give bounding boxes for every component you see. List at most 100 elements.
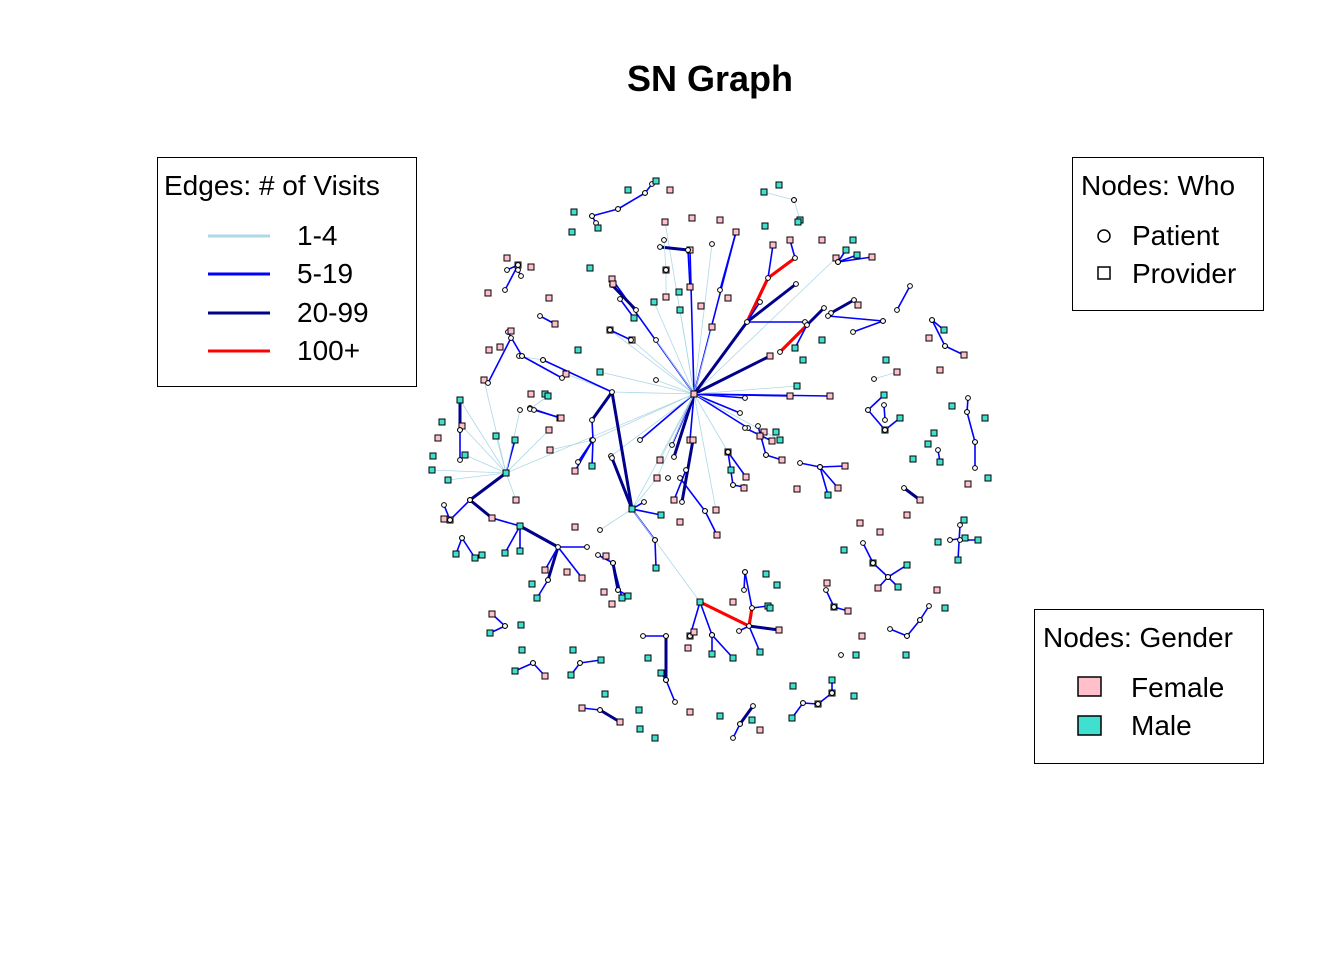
provider-node (894, 583, 902, 591)
provider-node (924, 440, 932, 448)
graph-edge (599, 508, 633, 531)
edges-legend: Edges: # of Visits 1-4 5-19 20-99 100+ (157, 157, 417, 387)
provider-node (545, 426, 553, 434)
patient-node (972, 465, 978, 471)
graph-edge (504, 525, 521, 554)
graph-edge (743, 571, 746, 591)
graph-edge (819, 465, 846, 468)
provider-node (840, 546, 848, 554)
patient-node (763, 452, 769, 458)
patient-node (537, 313, 543, 319)
provider-node (545, 294, 553, 302)
graph-edge (745, 277, 770, 323)
patient-node (749, 605, 755, 611)
graph-edge (699, 601, 713, 636)
graph-edge (656, 393, 695, 479)
patient-node (741, 587, 747, 593)
patient-node (742, 395, 748, 401)
patient-node (957, 537, 963, 543)
gender-label-female: Female (1131, 672, 1225, 703)
provider-node (656, 456, 664, 464)
graph-edge (653, 301, 695, 395)
provider-node (856, 519, 864, 527)
provider-node (588, 462, 596, 470)
patient-node (467, 497, 473, 503)
provider-node (496, 343, 504, 351)
graph-edge (889, 628, 908, 637)
patient-node (929, 317, 935, 323)
patient-node (545, 577, 551, 583)
provider-node (624, 186, 632, 194)
graph-edge (693, 385, 798, 395)
provider-node (517, 621, 525, 629)
graph-edge (505, 429, 550, 474)
provider-node (756, 432, 764, 440)
patient-node (531, 407, 537, 413)
patient-node (730, 482, 736, 488)
patient-node (871, 376, 877, 382)
patient-node (628, 337, 634, 343)
patient-node (725, 449, 731, 455)
provider-node (961, 534, 969, 542)
patient-node (589, 417, 595, 423)
provider-node (527, 263, 535, 271)
patient-node (459, 535, 465, 541)
provider-node (941, 604, 949, 612)
patient-node (901, 485, 907, 491)
provider-node (657, 669, 665, 677)
provider-node (793, 485, 801, 493)
graph-edge (591, 439, 594, 467)
provider-node (597, 656, 605, 664)
patient-node (657, 244, 663, 250)
graph-edge (461, 425, 507, 474)
patient-node (607, 327, 613, 333)
graph-edge (469, 471, 507, 502)
graph-edge (673, 469, 687, 501)
provider-node (697, 302, 705, 310)
graph-edge (631, 508, 662, 516)
provider-node (461, 451, 469, 459)
graph-edge (544, 546, 559, 571)
graph-edge (487, 337, 512, 384)
provider-node (602, 552, 610, 560)
provider-node (841, 462, 849, 470)
patient-node (965, 395, 971, 401)
patient-node (742, 425, 748, 431)
provider-node (690, 628, 698, 636)
who-legend-swatches (1097, 229, 1111, 280)
provider-node (518, 646, 526, 654)
patient-node (885, 574, 891, 580)
provider-node (727, 466, 735, 474)
patient-node (615, 587, 621, 593)
patient-node (870, 560, 876, 566)
provider-node (954, 556, 962, 564)
provider-node (516, 522, 524, 530)
provider-node (960, 351, 968, 359)
provider-node (689, 436, 697, 444)
patient-node (584, 544, 590, 550)
patient-node (575, 459, 581, 465)
provider-node (708, 323, 716, 331)
provider-node (793, 382, 801, 390)
patient-node (881, 402, 887, 408)
edge-label-100-plus: 100+ (297, 335, 361, 366)
graph-edge (546, 546, 560, 581)
provider-node (528, 580, 536, 588)
provider-node (657, 511, 665, 519)
graph-edge (495, 435, 507, 474)
graph-edge (693, 393, 741, 414)
patient-node (972, 439, 978, 445)
patient-node (609, 389, 615, 395)
patient-node (672, 699, 678, 705)
patient-node (800, 700, 806, 706)
provider-node (541, 566, 549, 574)
provider-node (786, 236, 794, 244)
provider-node (488, 610, 496, 618)
graph-edge (794, 324, 808, 349)
graph-edge (599, 371, 695, 395)
patient-node (947, 537, 953, 543)
provider-node (729, 654, 737, 662)
patient-node (502, 287, 508, 293)
graph-edge (711, 634, 734, 659)
